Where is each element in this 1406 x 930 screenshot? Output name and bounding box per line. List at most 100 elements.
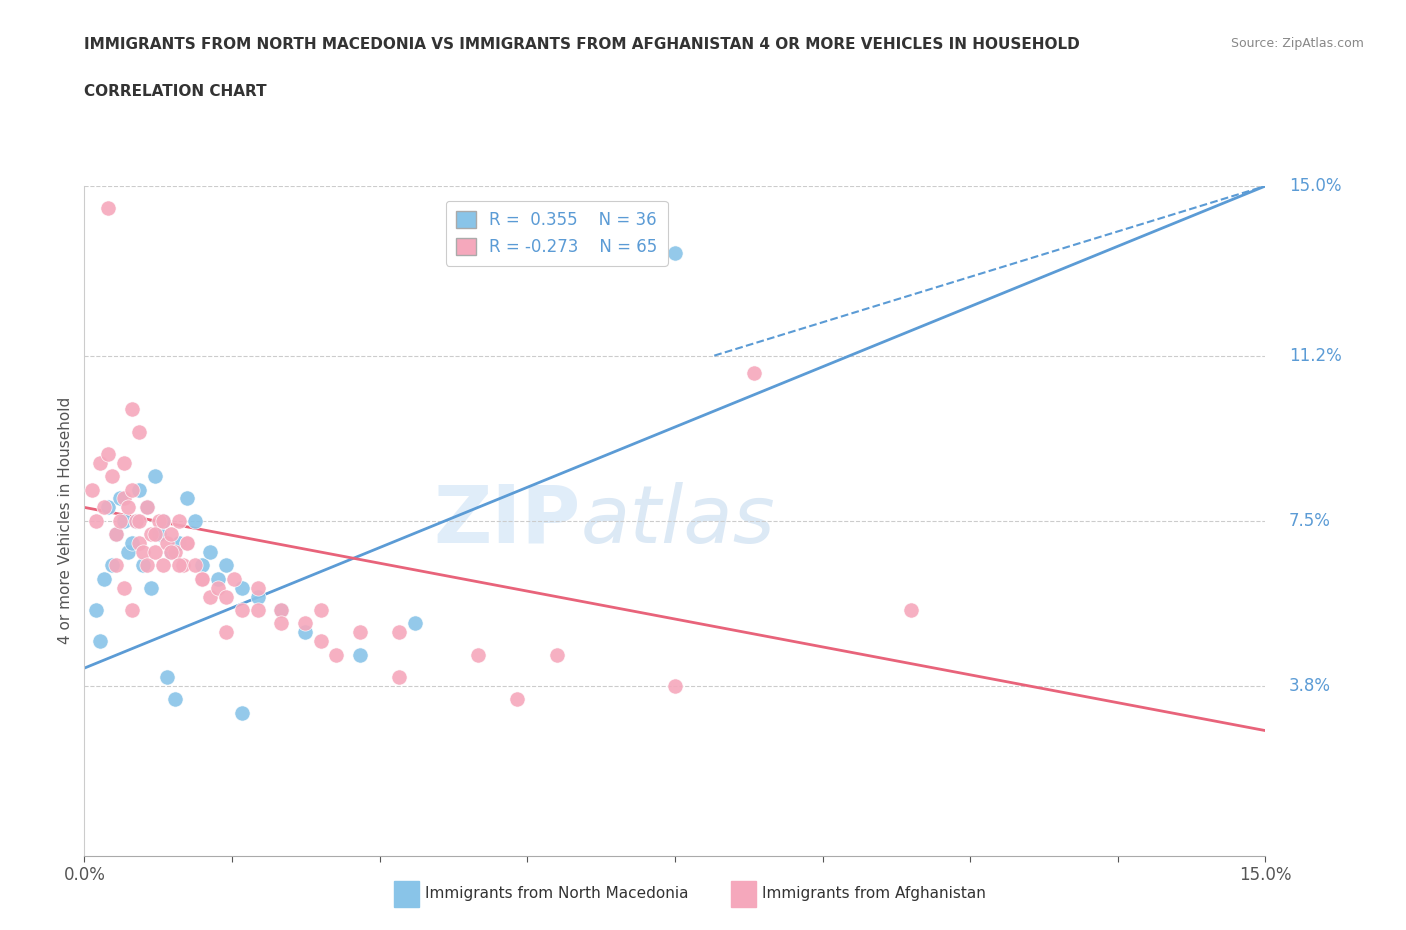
Point bbox=[742, 366, 765, 381]
Point bbox=[191, 571, 214, 586]
Point bbox=[121, 603, 143, 618]
Point bbox=[191, 571, 214, 586]
Point bbox=[84, 603, 107, 618]
Text: IMMIGRANTS FROM NORTH MACEDONIA VS IMMIGRANTS FROM AFGHANISTAN 4 OR MORE VEHICLE: IMMIGRANTS FROM NORTH MACEDONIA VS IMMIG… bbox=[84, 37, 1080, 52]
Point bbox=[309, 634, 332, 649]
Text: 3.8%: 3.8% bbox=[1289, 677, 1331, 695]
Point bbox=[207, 580, 229, 595]
Point bbox=[136, 500, 159, 515]
Point bbox=[93, 571, 115, 586]
Point bbox=[388, 625, 411, 640]
Point bbox=[143, 469, 166, 484]
Point bbox=[176, 536, 198, 551]
Point bbox=[172, 558, 194, 573]
Point bbox=[231, 580, 253, 595]
Point bbox=[112, 456, 135, 471]
Point bbox=[97, 446, 120, 461]
Point bbox=[506, 692, 529, 707]
Point bbox=[82, 482, 104, 497]
Y-axis label: 4 or more Vehicles in Household: 4 or more Vehicles in Household bbox=[58, 397, 73, 644]
Point bbox=[167, 536, 190, 551]
Point bbox=[167, 513, 190, 528]
Point bbox=[124, 513, 146, 528]
Point bbox=[143, 545, 166, 560]
Point bbox=[349, 647, 371, 662]
Point bbox=[222, 571, 245, 586]
Point bbox=[900, 603, 922, 618]
Point bbox=[128, 513, 150, 528]
Point bbox=[152, 558, 174, 573]
Point bbox=[167, 558, 190, 573]
Point bbox=[404, 616, 426, 631]
Point bbox=[246, 580, 269, 595]
Point bbox=[148, 526, 170, 541]
Point bbox=[388, 670, 411, 684]
Point bbox=[101, 558, 124, 573]
Point bbox=[97, 500, 120, 515]
Point bbox=[546, 647, 568, 662]
Point bbox=[231, 705, 253, 720]
Point bbox=[176, 491, 198, 506]
Point bbox=[104, 526, 127, 541]
Point bbox=[294, 625, 316, 640]
Point bbox=[132, 545, 155, 560]
Point bbox=[112, 491, 135, 506]
Point bbox=[89, 634, 111, 649]
Point bbox=[156, 670, 179, 684]
Point bbox=[121, 402, 143, 417]
Point bbox=[93, 500, 115, 515]
Point bbox=[136, 500, 159, 515]
Text: Immigrants from North Macedonia: Immigrants from North Macedonia bbox=[425, 886, 688, 901]
Point bbox=[141, 526, 163, 541]
Point bbox=[176, 536, 198, 551]
Point bbox=[148, 513, 170, 528]
Point bbox=[97, 201, 120, 216]
Point bbox=[128, 536, 150, 551]
Point bbox=[84, 513, 107, 528]
Point bbox=[132, 558, 155, 573]
Point bbox=[215, 590, 238, 604]
Point bbox=[215, 625, 238, 640]
Point bbox=[152, 513, 174, 528]
Point bbox=[664, 679, 686, 694]
Point bbox=[270, 603, 292, 618]
Text: atlas: atlas bbox=[581, 482, 775, 560]
Text: Source: ZipAtlas.com: Source: ZipAtlas.com bbox=[1230, 37, 1364, 50]
Point bbox=[89, 456, 111, 471]
Point bbox=[160, 545, 183, 560]
Text: 15.0%: 15.0% bbox=[1289, 177, 1341, 195]
Point bbox=[270, 603, 292, 618]
Point bbox=[121, 482, 143, 497]
Point bbox=[270, 616, 292, 631]
Text: 11.2%: 11.2% bbox=[1289, 347, 1341, 365]
Point bbox=[200, 590, 222, 604]
Point bbox=[152, 513, 174, 528]
Point bbox=[163, 545, 186, 560]
Point bbox=[467, 647, 489, 662]
Legend: R =  0.355    N = 36, R = -0.273    N = 65: R = 0.355 N = 36, R = -0.273 N = 65 bbox=[446, 201, 668, 266]
Point bbox=[160, 526, 183, 541]
Point bbox=[121, 536, 143, 551]
Point bbox=[128, 424, 150, 439]
Point bbox=[183, 558, 205, 573]
Point bbox=[231, 603, 253, 618]
Point bbox=[117, 545, 139, 560]
Point bbox=[200, 545, 222, 560]
Point bbox=[246, 590, 269, 604]
Point bbox=[191, 558, 214, 573]
Point bbox=[128, 482, 150, 497]
Point bbox=[104, 558, 127, 573]
Point bbox=[143, 526, 166, 541]
Point bbox=[215, 558, 238, 573]
Point bbox=[309, 603, 332, 618]
Text: CORRELATION CHART: CORRELATION CHART bbox=[84, 84, 267, 99]
Point bbox=[108, 513, 131, 528]
Point bbox=[104, 526, 127, 541]
Point bbox=[112, 513, 135, 528]
Point bbox=[664, 246, 686, 260]
Text: ZIP: ZIP bbox=[433, 482, 581, 560]
Point bbox=[207, 571, 229, 586]
Point bbox=[141, 580, 163, 595]
Point bbox=[124, 513, 146, 528]
Point bbox=[136, 558, 159, 573]
